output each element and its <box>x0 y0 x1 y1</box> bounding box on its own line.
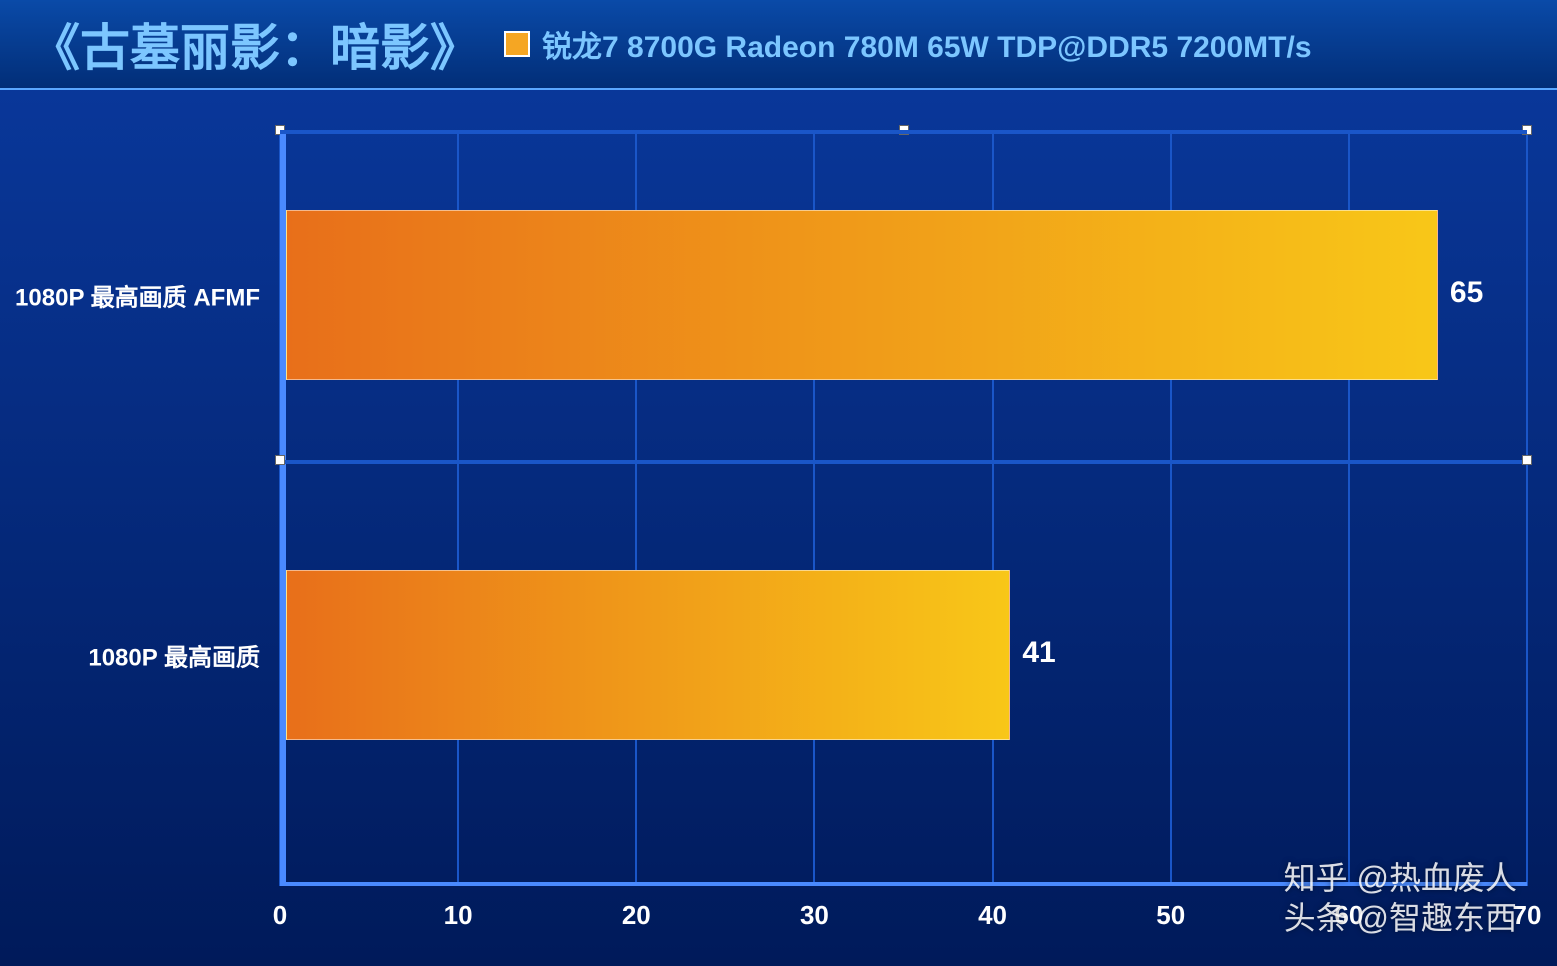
x-tick-label: 20 <box>622 886 651 931</box>
x-tick-label: 70 <box>1513 886 1542 931</box>
plot-region: 010203040506070651080P 最高画质 AFMF411080P … <box>280 130 1527 886</box>
bar <box>286 210 1438 380</box>
chart-area: 0 10 20 30 40 50 60 70 65 1080P 最高画质 AFMF 41 1080P … <box>0 90 1557 966</box>
axis-handle <box>275 455 285 465</box>
axis-handle <box>1522 455 1532 465</box>
legend-label: 锐龙7 8700G Radeon 780M 65W TDP@DDR5 7200M… <box>542 22 1312 66</box>
category-label: 1080P 最高画质 <box>88 638 280 673</box>
bar-value-label: 41 <box>1022 636 1055 670</box>
x-axis-baseline <box>280 882 1527 886</box>
x-tick-label: 40 <box>978 886 1007 931</box>
group-divider <box>280 130 1527 134</box>
x-tick-label: 10 <box>444 886 473 931</box>
x-tick-label: 60 <box>1334 886 1363 931</box>
bar <box>286 570 1010 740</box>
chart-title: 《古墓丽影：暗影》 <box>30 8 480 80</box>
x-tick-label: 0 <box>273 886 287 931</box>
bar-value-label: 65 <box>1450 276 1483 310</box>
group-divider <box>280 460 1527 464</box>
gridline <box>1526 130 1528 886</box>
x-tick-label: 30 <box>800 886 829 931</box>
x-tick-label: 50 <box>1156 886 1185 931</box>
legend-swatch <box>504 31 530 57</box>
legend: 锐龙7 8700G Radeon 780M 65W TDP@DDR5 7200M… <box>504 22 1312 66</box>
category-label: 1080P 最高画质 AFMF <box>15 278 280 313</box>
